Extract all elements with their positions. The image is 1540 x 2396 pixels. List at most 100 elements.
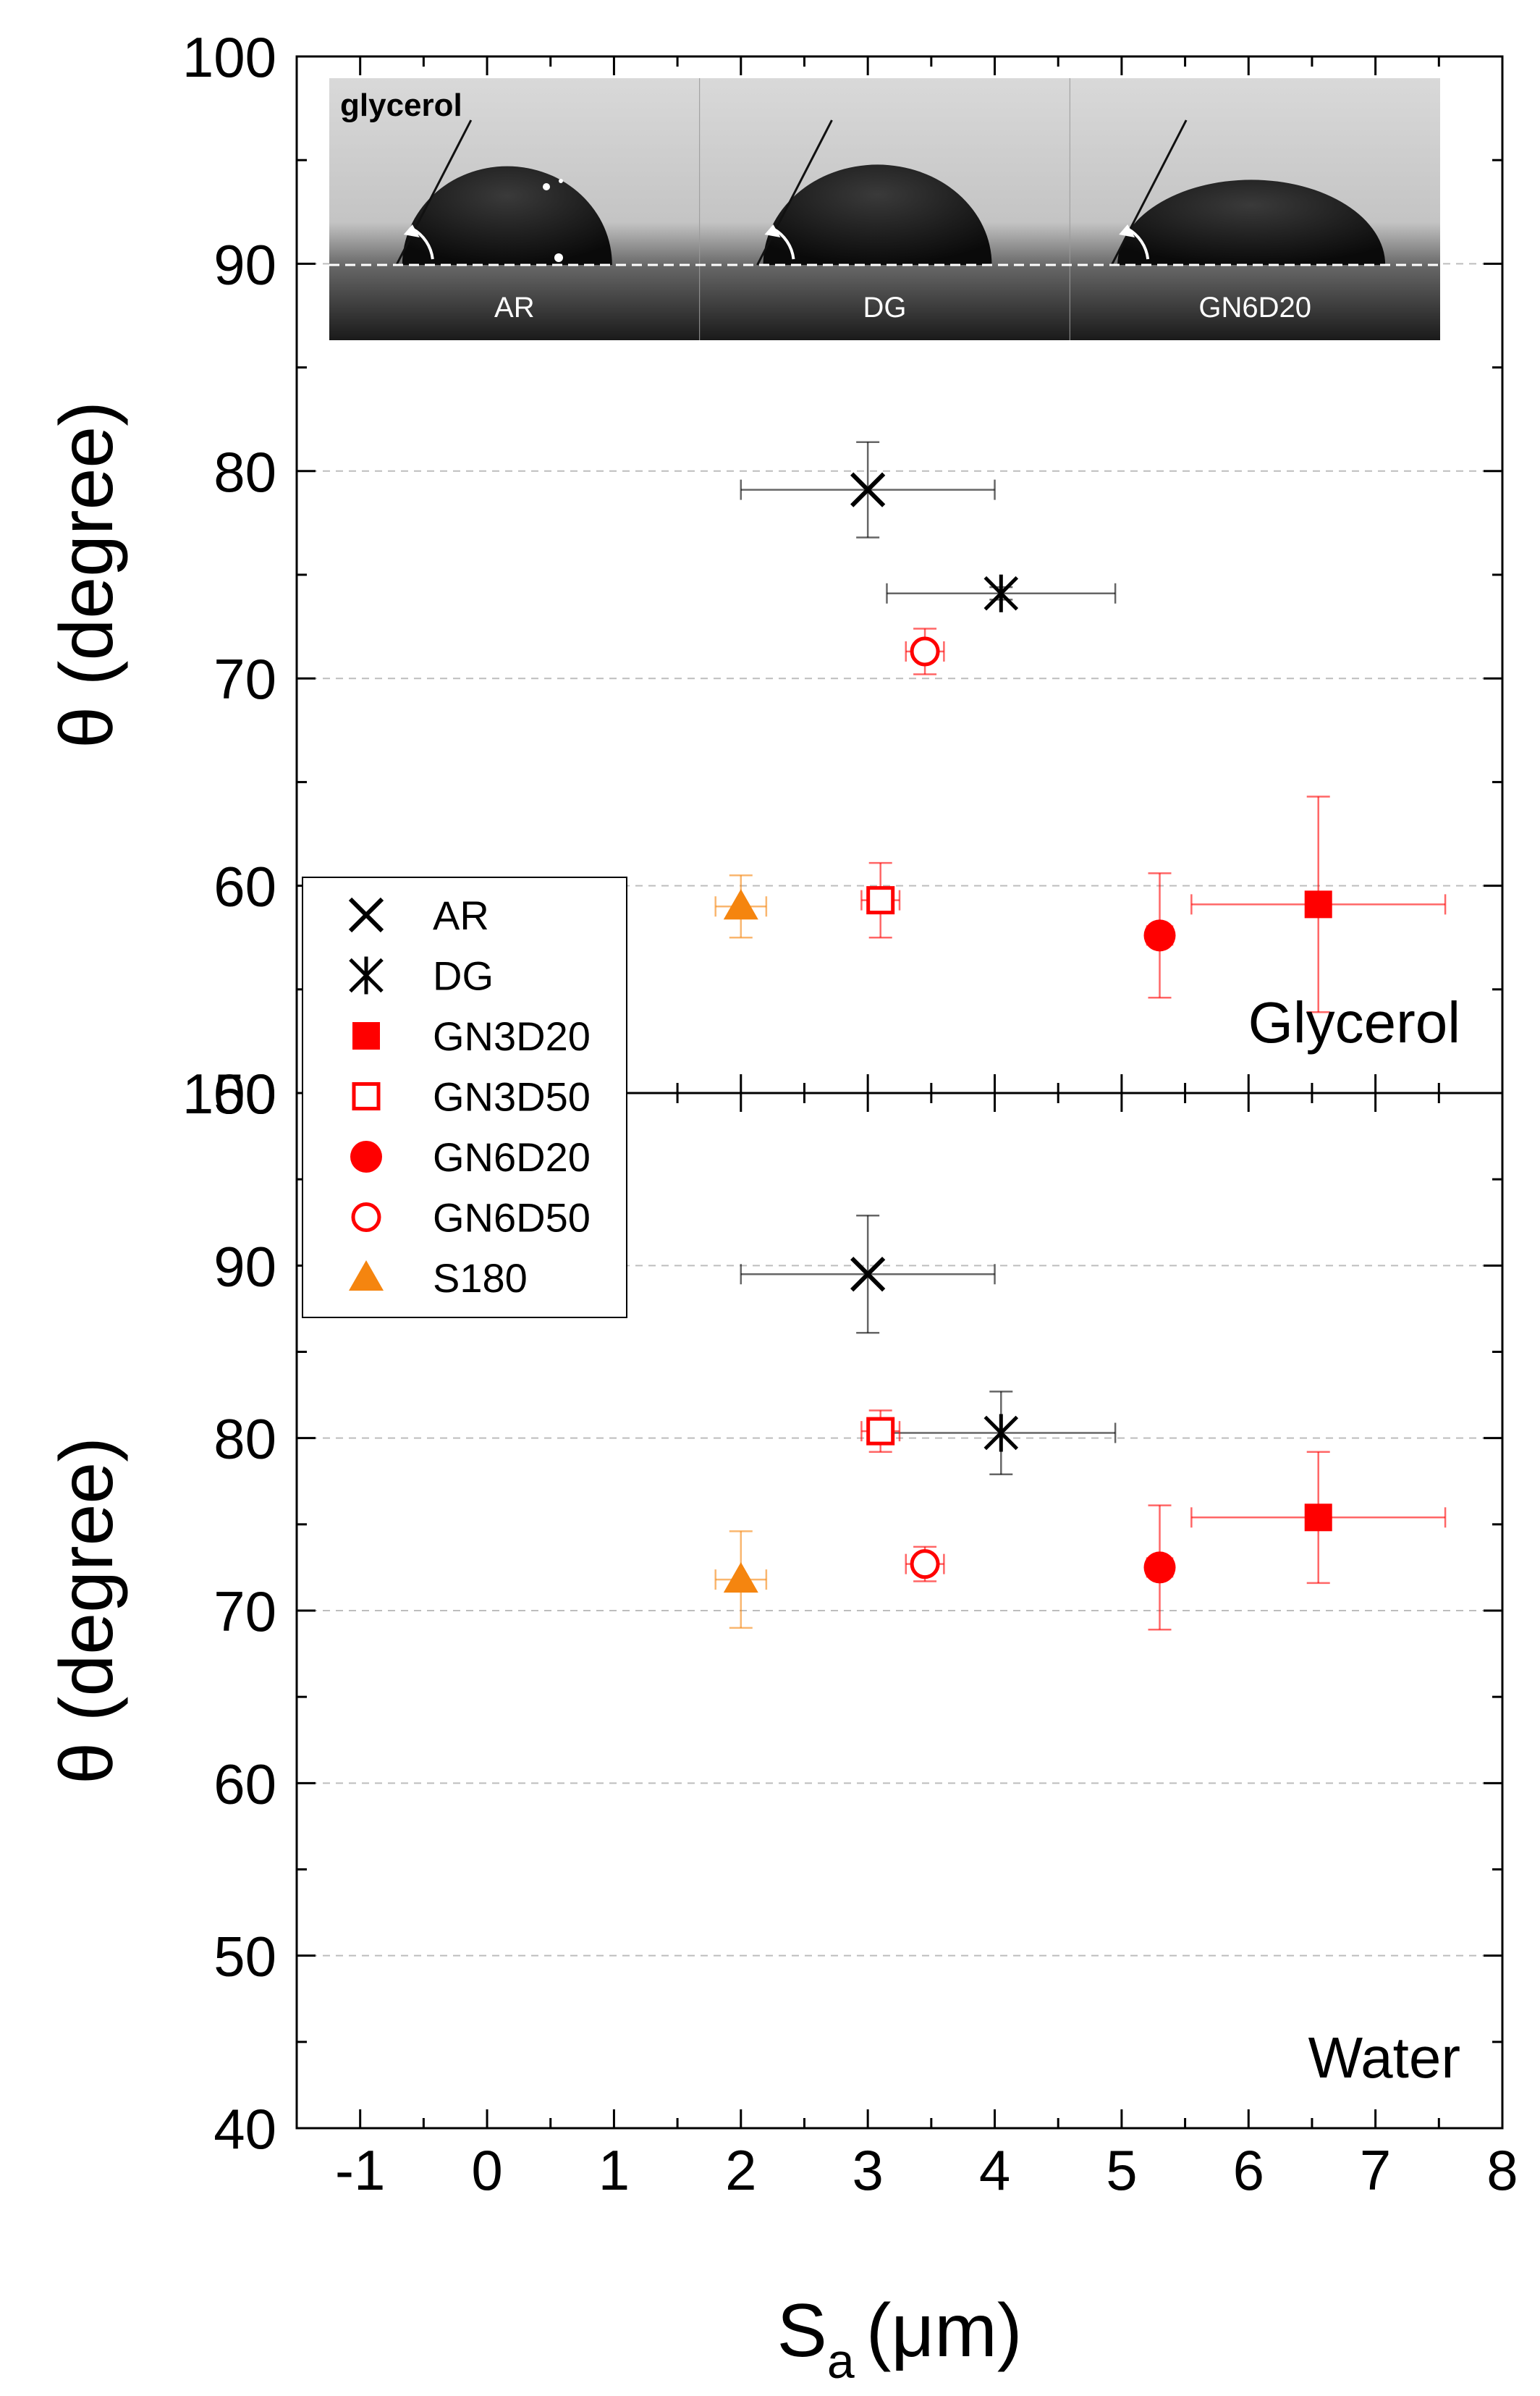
data-point-s180 [714, 1530, 768, 1629]
marker-gn6d20 [1143, 919, 1176, 952]
legend-entry-s180: S180 [349, 1255, 528, 1301]
marker-stroke [850, 472, 886, 507]
marker-shape [910, 636, 940, 667]
data-point-ar [740, 1214, 996, 1334]
legend-marker [351, 1202, 381, 1232]
y-tick-label: 100 [182, 25, 276, 89]
droplet [402, 166, 612, 265]
marker-shape [723, 1562, 758, 1593]
marker-shape [352, 1082, 381, 1110]
data-point-gn3d50 [860, 861, 901, 939]
legend-label: GN6D20 [433, 1134, 591, 1180]
bubble [543, 183, 550, 190]
x-tick-label: 1 [598, 2138, 630, 2202]
data-point-s180 [714, 874, 768, 939]
y-axis-title: θ (degree) [45, 1437, 129, 1784]
y-tick-label: 50 [213, 1925, 276, 1988]
x-axis-title: Sa (μm) [777, 2289, 1022, 2389]
marker-s180 [723, 1562, 758, 1593]
legend-entry-ar: AR [348, 893, 489, 938]
marker-shape [866, 886, 895, 915]
inset-label: DG [863, 292, 907, 324]
legend-entry-dg: DG [349, 953, 494, 999]
x-tick-label: 8 [1486, 2138, 1518, 2202]
marker-shape [352, 1022, 380, 1050]
marker-stroke [850, 1257, 886, 1292]
marker-shape [1304, 1503, 1332, 1532]
data-point-gn6d50 [905, 628, 945, 675]
marker-s180 [723, 889, 758, 920]
y-tick-label: 90 [213, 232, 276, 296]
legend-label: DG [433, 953, 494, 999]
x-axis-title-unit: (μm) [866, 2289, 1023, 2373]
y-tick-label: 90 [213, 1234, 276, 1298]
data-point-dg [886, 1391, 1117, 1475]
tangent-line [395, 119, 473, 266]
data-point-gn6d50 [905, 1545, 945, 1582]
legend-label: AR [433, 893, 489, 938]
x-axis-title-main: S [777, 2289, 826, 2373]
marker-shape [349, 1260, 384, 1291]
droplet-inset: AR DG GN6D20 glycerol [329, 78, 1440, 340]
legend-marker [349, 1260, 384, 1291]
inset-title: glycerol [340, 88, 462, 123]
marker-dg [983, 1414, 1019, 1452]
data-point-gn3d50 [860, 1409, 901, 1453]
panel-label: Water [1308, 2025, 1460, 2090]
panel-label: Glycerol [1248, 990, 1460, 1055]
x-tick-label: 2 [725, 2138, 756, 2202]
marker-shape [350, 1141, 382, 1173]
x-tick-label: 3 [852, 2138, 883, 2202]
data-point-dg [886, 574, 1117, 612]
marker-dg [983, 574, 1019, 612]
marker-gn3d50 [866, 1417, 895, 1446]
angle-arrow-icon [403, 224, 420, 237]
data-point-gn6d20 [1143, 872, 1176, 999]
legend-label: GN3D50 [433, 1074, 591, 1120]
inset-label: GN6D20 [1198, 292, 1311, 324]
x-tick-label: -1 [335, 2138, 385, 2202]
y-axis-title: θ (degree) [45, 401, 129, 748]
bubble [554, 253, 563, 262]
marker-ar [850, 472, 886, 507]
y-tick-label: 70 [213, 647, 276, 711]
legend-entry-gn3d50: GN3D50 [352, 1074, 591, 1120]
droplet [1117, 180, 1386, 265]
legend-entry-gn3d20: GN3D20 [352, 1013, 591, 1059]
marker-gn3d50 [866, 886, 895, 915]
marker-gn6d50 [910, 1549, 940, 1579]
legend: AR DG GN3D20 GN3D50 GN6D20 GN6D50 S180 [302, 877, 627, 1318]
y-tick-label: 60 [213, 1752, 276, 1815]
data-layer [714, 441, 1447, 1631]
tangent-line [1110, 119, 1188, 266]
x-tick-label: 4 [979, 2138, 1010, 2202]
angle-arrow-icon [1119, 224, 1135, 237]
data-point-gn3d20 [1190, 1451, 1447, 1585]
inset-label: AR [494, 292, 535, 324]
legend-label: GN6D50 [433, 1195, 591, 1241]
droplet [763, 164, 992, 265]
legend-label: GN3D20 [433, 1013, 591, 1059]
data-point-gn6d20 [1143, 1504, 1176, 1631]
marker-shape [1304, 890, 1332, 919]
legend-entry-gn6d20: GN6D20 [350, 1134, 591, 1180]
y-tick-label: 50 [213, 1062, 276, 1126]
legend-entry-gn6d50: GN6D50 [351, 1195, 591, 1241]
y-tick-label: 40 [213, 2097, 276, 2161]
marker-shape [910, 1549, 940, 1579]
marker-shape [723, 889, 758, 920]
x-tick-label: 6 [1233, 2138, 1264, 2202]
legend-marker [350, 1141, 382, 1173]
angle-arrow-icon [764, 224, 781, 237]
x-axis-title-subscript: a [827, 2334, 855, 2389]
legend-marker [352, 1082, 381, 1110]
y-tick-label: 60 [213, 855, 276, 919]
marker-ar [850, 1257, 886, 1292]
legend-marker [352, 1022, 380, 1050]
y-tick-label: 100 [182, 1062, 276, 1126]
legend-marker [348, 897, 384, 933]
legend-label: S180 [433, 1255, 528, 1301]
marker-shape [351, 1202, 381, 1232]
